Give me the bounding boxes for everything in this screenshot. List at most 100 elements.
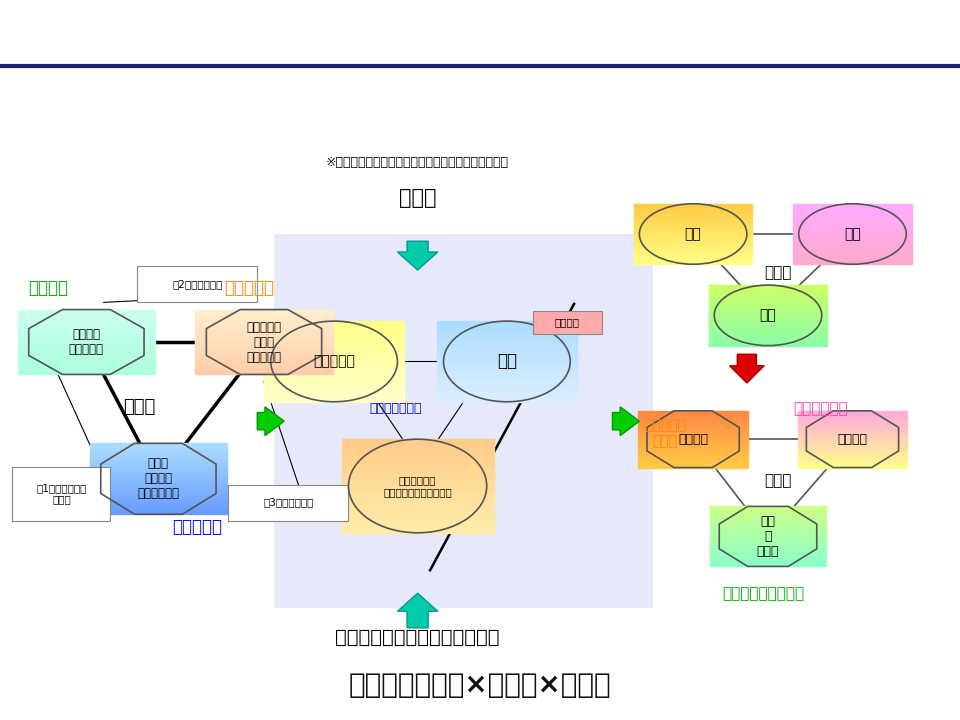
Bar	[634, 207, 753, 210]
Text: 商品コンセプト: 商品コンセプト	[370, 402, 421, 415]
Bar	[638, 436, 748, 439]
Bar	[196, 323, 333, 325]
Text: 流通: 流通	[844, 227, 861, 241]
Bar	[710, 536, 826, 539]
Bar	[638, 462, 748, 464]
Bar	[798, 436, 907, 439]
Bar	[437, 369, 577, 374]
Bar	[264, 369, 404, 374]
Bar	[793, 216, 912, 219]
Bar	[196, 332, 333, 336]
Bar	[638, 464, 748, 467]
Bar	[708, 328, 828, 330]
Bar	[264, 382, 404, 386]
Bar	[798, 442, 907, 445]
Bar	[793, 243, 912, 246]
Bar	[710, 554, 826, 557]
Bar	[17, 338, 156, 342]
Bar	[798, 431, 907, 433]
Bar	[90, 457, 228, 461]
Bar	[798, 416, 907, 419]
Bar	[437, 337, 577, 341]
FancyBboxPatch shape	[137, 266, 257, 302]
Bar	[437, 377, 577, 382]
Bar	[264, 386, 404, 390]
Bar	[710, 557, 826, 560]
Bar	[793, 225, 912, 228]
Bar	[634, 237, 753, 240]
Bar	[793, 210, 912, 213]
Bar	[342, 482, 493, 486]
Bar	[708, 285, 828, 288]
Bar	[342, 444, 493, 449]
Bar	[708, 315, 828, 318]
Bar	[437, 325, 577, 329]
Text: リピート: リピート	[28, 279, 68, 297]
Text: 売り方: 売り方	[764, 265, 791, 279]
Text: 価格: 価格	[684, 227, 702, 241]
Bar	[437, 397, 577, 402]
Bar	[638, 414, 748, 416]
Text: ※コンセプトの数だけ「ターゲット」「場面」を仮説: ※コンセプトの数だけ「ターゲット」「場面」を仮説	[326, 156, 509, 168]
Bar	[710, 552, 826, 554]
Text: ストアカバー: ストアカバー	[793, 402, 849, 416]
FancyArrow shape	[730, 354, 764, 383]
Bar	[437, 374, 577, 377]
Bar	[196, 338, 333, 342]
Bar	[342, 523, 493, 528]
Bar	[638, 431, 748, 433]
Bar	[264, 321, 404, 325]
Bar	[634, 204, 753, 207]
Bar	[437, 341, 577, 346]
Bar	[264, 366, 404, 369]
Bar	[196, 361, 333, 365]
Bar	[264, 333, 404, 337]
Bar	[710, 564, 826, 567]
Bar	[264, 346, 404, 349]
Bar	[634, 222, 753, 225]
Bar	[437, 382, 577, 386]
Text: 競合商品: 競合商品	[555, 318, 580, 328]
Text: トライアル
ユース: トライアル ユース	[644, 418, 686, 449]
Bar	[634, 243, 753, 246]
Text: 生活メリット
（ベネフィット・効用）: 生活メリット （ベネフィット・効用）	[383, 475, 452, 497]
Bar	[90, 503, 228, 507]
Bar	[638, 433, 748, 436]
Bar	[17, 319, 156, 323]
Text: 商品コンセプト×商品力×売り方: 商品コンセプト×商品力×売り方	[348, 672, 612, 699]
Bar	[196, 319, 333, 323]
Bar	[634, 225, 753, 228]
Bar	[710, 516, 826, 518]
Bar	[437, 333, 577, 337]
Bar	[437, 394, 577, 397]
FancyArrow shape	[397, 241, 438, 270]
Bar	[196, 359, 333, 361]
Bar	[638, 411, 748, 414]
Bar	[793, 255, 912, 258]
Bar	[708, 325, 828, 328]
Bar	[710, 527, 826, 531]
Text: 商品力: 商品力	[123, 398, 156, 416]
Bar	[17, 332, 156, 336]
Bar	[90, 482, 228, 486]
Text: 比較評価: 比較評価	[678, 433, 708, 446]
Bar	[17, 365, 156, 368]
Text: （2）使用テスト: （2）使用テスト	[172, 279, 223, 289]
Bar	[90, 454, 228, 457]
FancyArrow shape	[397, 593, 438, 628]
Bar	[196, 316, 333, 319]
FancyBboxPatch shape	[12, 467, 110, 521]
Bar	[793, 231, 912, 234]
Bar	[437, 354, 577, 357]
Bar	[90, 451, 228, 454]
Text: 使用して
満足できる: 使用して 満足できる	[69, 328, 104, 356]
Bar	[17, 372, 156, 374]
Bar	[17, 312, 156, 316]
Bar	[798, 411, 907, 414]
Bar	[17, 355, 156, 359]
Bar	[638, 428, 748, 431]
Bar	[634, 234, 753, 237]
Bar	[196, 336, 333, 338]
Bar	[710, 542, 826, 546]
Bar	[17, 359, 156, 361]
